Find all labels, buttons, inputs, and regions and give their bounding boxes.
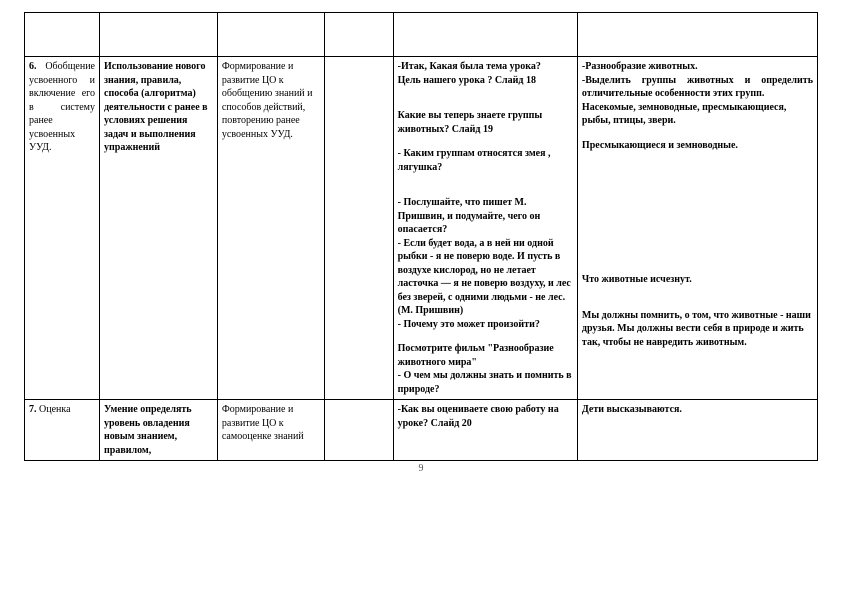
- cell: Использование нового знания, правила, сп…: [100, 57, 218, 400]
- stage-title: Оценка: [37, 404, 71, 415]
- stage-cell: 6. Обобщение усвоенного и включение его …: [25, 57, 100, 400]
- table-row: 7. Оценка Умение определять уровень овла…: [25, 400, 818, 461]
- cell-text: Использование нового знания, правила, сп…: [104, 61, 208, 153]
- para: Насекомые, земноводные, пресмыкающиеся, …: [582, 101, 813, 128]
- cell: Умение определять уровень овладения новы…: [100, 400, 218, 461]
- cell: [325, 13, 394, 57]
- cell-text: Умение определять уровень овладения новы…: [104, 404, 192, 456]
- page-number: 9: [24, 463, 818, 474]
- cell-text: Дети высказываются.: [582, 404, 682, 415]
- cell: Дети высказываются.: [577, 400, 817, 461]
- stage-cell: 7. Оценка: [25, 400, 100, 461]
- lesson-plan-table: 6. Обобщение усвоенного и включение его …: [24, 12, 818, 461]
- para: Цель нашего урока ? Слайд 18: [398, 74, 573, 88]
- para: - О чем мы должны знать и помнить в прир…: [398, 369, 573, 396]
- para: Какие вы теперь знаете группы животных? …: [398, 109, 573, 136]
- cell: -Разнообразие животных. -Выделить группы…: [577, 57, 817, 400]
- para: -Выделить группы животных и определить о…: [582, 74, 813, 101]
- para: -Итак, Какая была тема урока?: [398, 60, 573, 74]
- stage-title: Обобщение усвоенного и включение его в с…: [29, 61, 95, 153]
- para: Что животные исчезнут.: [582, 273, 813, 287]
- cell: [325, 57, 394, 400]
- para: Мы должны помнить, о том, что животные -…: [582, 309, 813, 350]
- cell: [393, 13, 577, 57]
- cell: -Итак, Какая была тема урока? Цель нашег…: [393, 57, 577, 400]
- cell: [25, 13, 100, 57]
- cell: Формирование и развитие ЦО к обобщению з…: [217, 57, 324, 400]
- para: - Почему это может произойти?: [398, 318, 573, 332]
- para: Посмотрите фильм "Разнообразие животного…: [398, 342, 573, 369]
- cell: -Как вы оцениваете свою работу на уроке?…: [393, 400, 577, 461]
- cell-text: Формирование и развитие ЦО к самооценке …: [222, 404, 304, 442]
- para: - Каким группам относятся змея , лягушка…: [398, 147, 573, 174]
- cell-text: -Как вы оцениваете свою работу на уроке?…: [398, 404, 559, 429]
- cell: [100, 13, 218, 57]
- cell: [217, 13, 324, 57]
- stage-number: 6.: [29, 61, 37, 72]
- table-row: [25, 13, 818, 57]
- para: - Если будет вода, а в ней ни одной рыбк…: [398, 237, 573, 318]
- para: -Разнообразие животных.: [582, 60, 813, 74]
- para: Пресмыкающиеся и земноводные.: [582, 139, 813, 153]
- stage-number: 7.: [29, 404, 37, 415]
- cell: [577, 13, 817, 57]
- para: - Послушайте, что пишет М. Пришвин, и по…: [398, 196, 573, 237]
- table-row: 6. Обобщение усвоенного и включение его …: [25, 57, 818, 400]
- cell-text: Формирование и развитие ЦО к обобщению з…: [222, 61, 313, 140]
- cell: [325, 400, 394, 461]
- cell: Формирование и развитие ЦО к самооценке …: [217, 400, 324, 461]
